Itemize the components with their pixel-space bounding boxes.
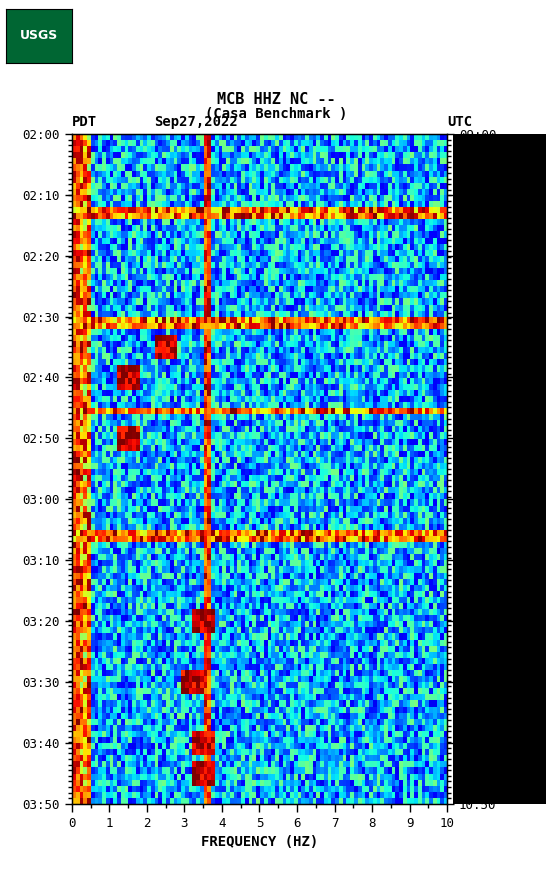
X-axis label: FREQUENCY (HZ): FREQUENCY (HZ) <box>201 836 318 849</box>
Text: UTC: UTC <box>447 115 473 129</box>
Text: USGS: USGS <box>19 29 58 42</box>
Text: (Casa Benchmark ): (Casa Benchmark ) <box>205 106 347 121</box>
Text: Sep27,2022: Sep27,2022 <box>155 115 238 129</box>
Text: PDT: PDT <box>72 115 97 129</box>
Text: MCB HHZ NC --: MCB HHZ NC -- <box>217 92 335 107</box>
